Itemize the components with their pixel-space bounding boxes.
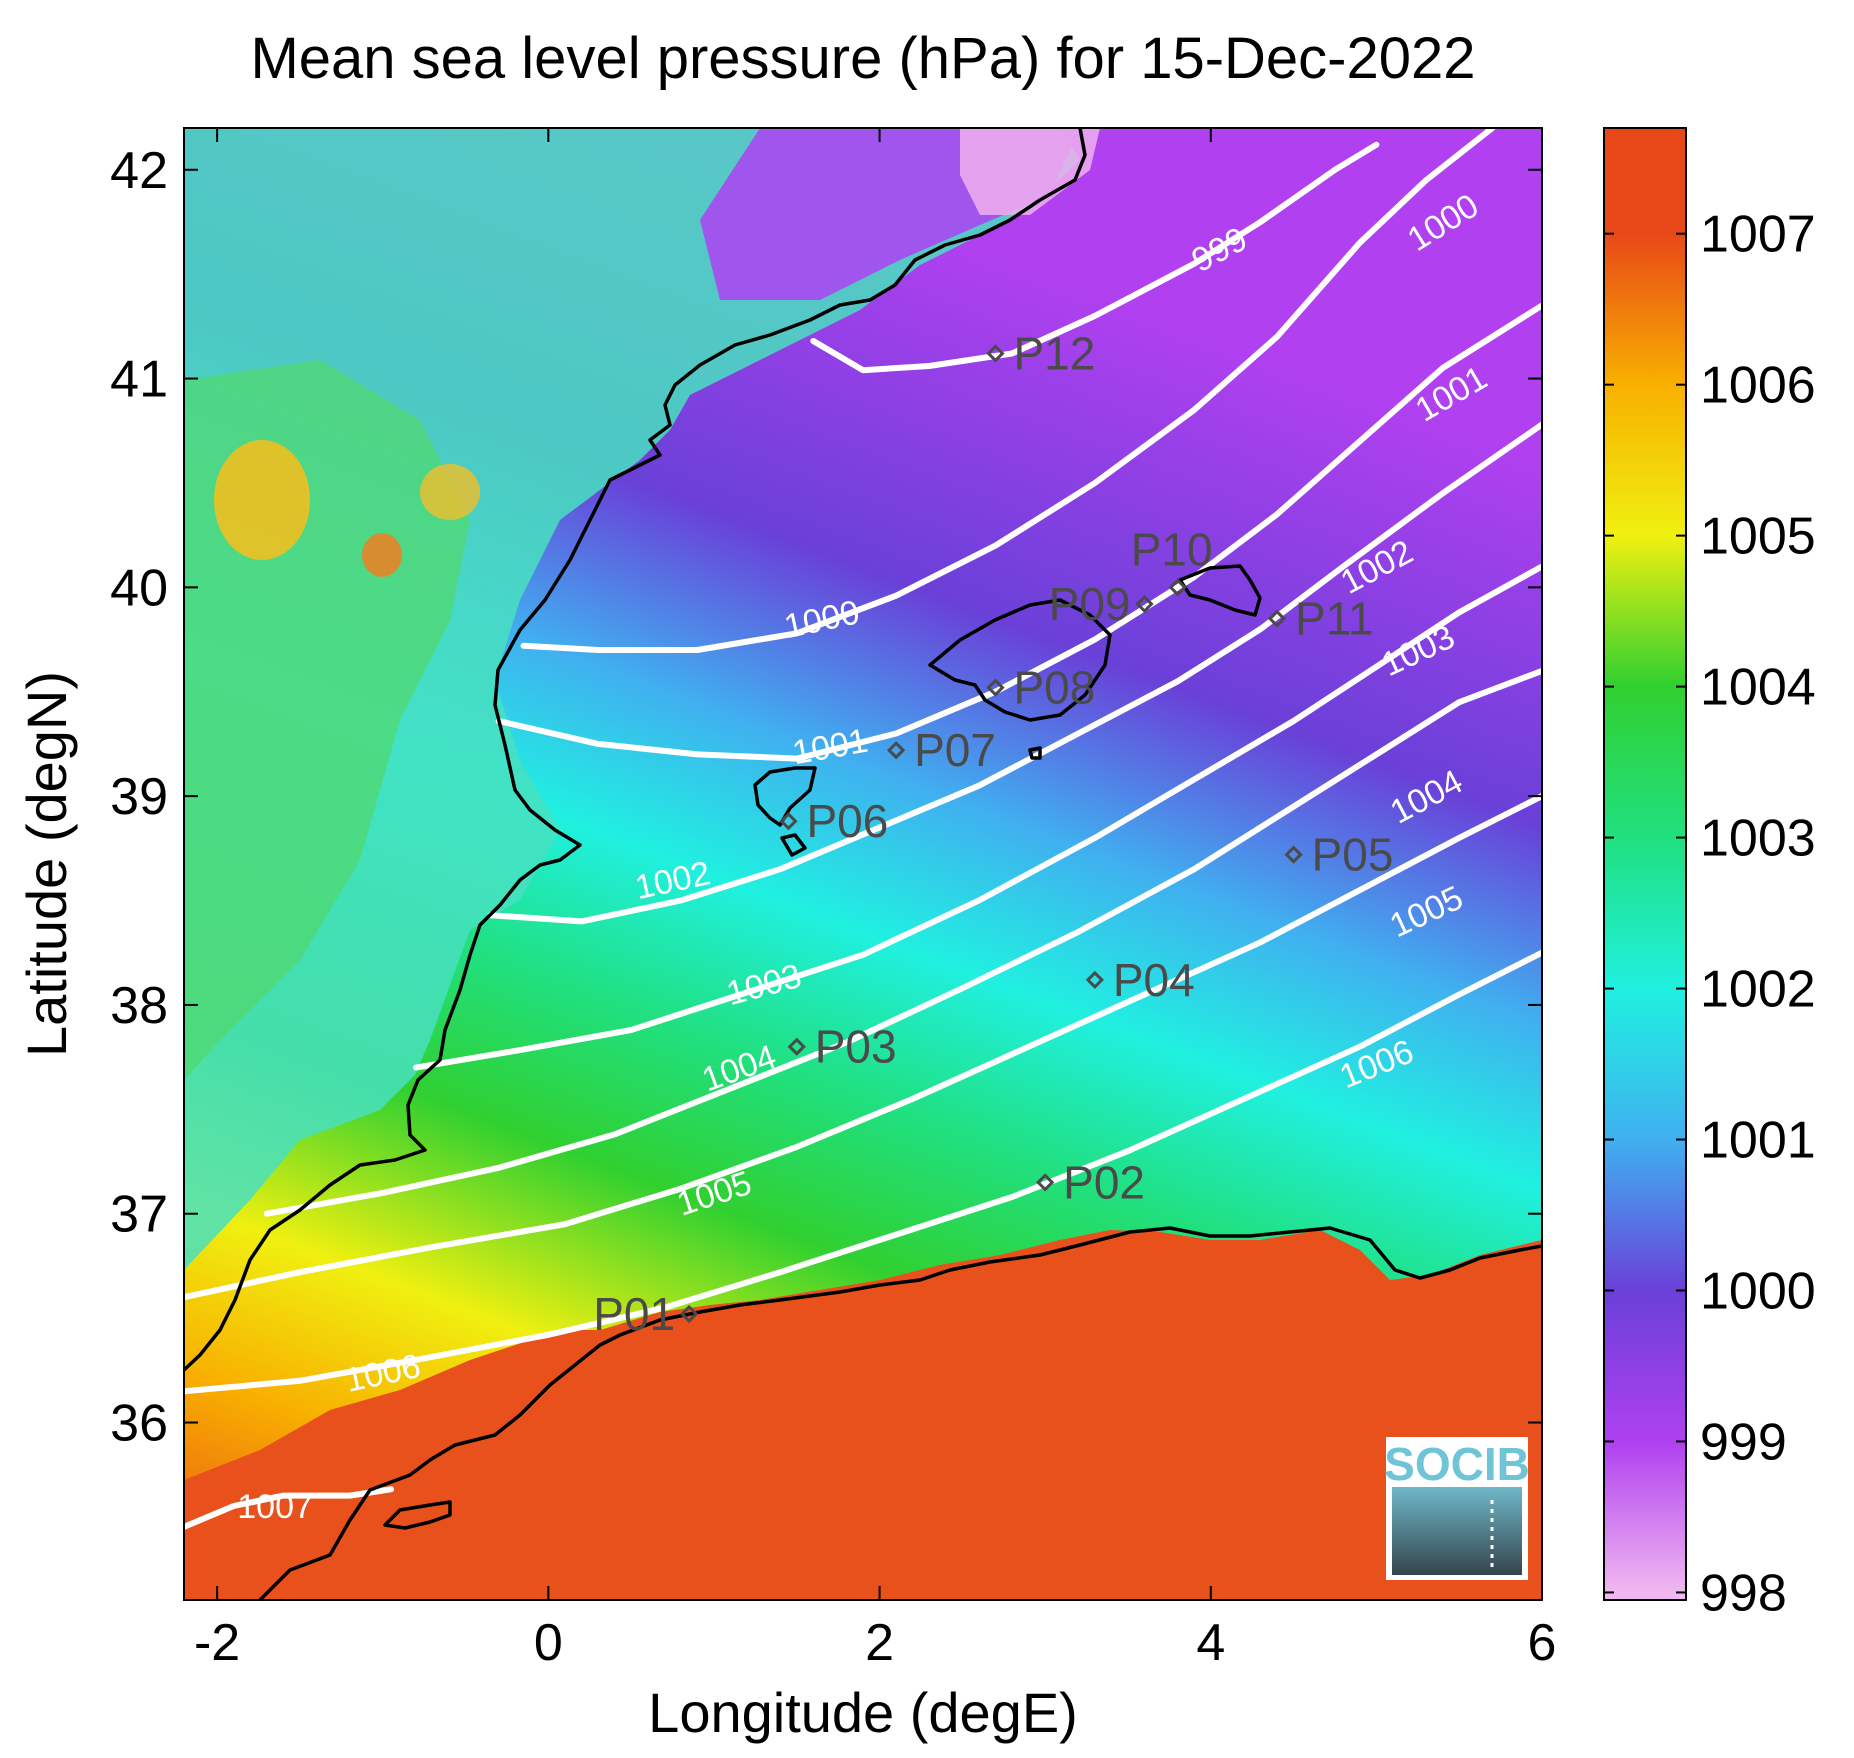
ibiza-coastline (753, 766, 817, 827)
x-axis-label: Longitude (degE) (648, 1681, 1078, 1744)
station-marker (887, 741, 906, 760)
isobar-1000 (520, 128, 1496, 653)
colorbar: 998 999 1000 1001 1002 1003 1004 1005 1006 1007 (1603, 127, 1816, 1622)
station-label: P06 (806, 795, 888, 847)
isobar-1004 (263, 667, 1542, 1217)
isobar-1002 (487, 421, 1542, 925)
station-p07: P07 (887, 724, 996, 776)
station-label: P08 (1013, 662, 1095, 714)
map-frame (183, 127, 1543, 1601)
colorbar-tick-label: 1003 (1700, 810, 1816, 868)
station-label: P07 (914, 724, 996, 776)
isobar-label: 1007 (237, 1488, 313, 1526)
station-p10: P10 (1131, 523, 1213, 597)
logo-text: SOCIB (1384, 1438, 1530, 1490)
station-marker (1135, 594, 1154, 614)
station-marker (679, 1304, 699, 1324)
map-title: Mean sea level pressure (hPa) for 15-Dec… (250, 26, 1475, 91)
colorbar-tick-label: 1006 (1700, 357, 1816, 415)
mallorca-coastline (928, 598, 1112, 722)
station-p11: P11 (1267, 593, 1373, 645)
colorbar-tick-label: 1005 (1700, 508, 1816, 566)
isobar-1006 (184, 949, 1542, 1395)
isobar-1001 (495, 302, 1542, 762)
logo-image (1392, 1487, 1522, 1575)
station-marker (779, 812, 798, 831)
colorbar-scale (1603, 127, 1687, 1601)
iberia-coastline (184, 128, 1087, 1372)
north-pink (960, 128, 1100, 215)
station-marker (1267, 609, 1287, 628)
colorbar-tick-label: 1002 (1700, 961, 1816, 1019)
terrain-high-2 (420, 464, 480, 520)
x-tick-label: 0 (534, 1614, 563, 1672)
y-tick-label: 38 (110, 977, 168, 1035)
station-p09: P09 (1049, 578, 1154, 630)
x-tick-label: 4 (1196, 1614, 1225, 1672)
colorbar-tick-label: 1004 (1700, 659, 1816, 717)
map-area: 9991000100010011001100210021003100310041… (184, 128, 1542, 1600)
station-p02: P02 (1036, 1156, 1145, 1208)
colorbar-tick-label: 1001 (1700, 1112, 1816, 1170)
station-marker (1168, 578, 1187, 597)
station-label: P02 (1063, 1156, 1145, 1208)
colorbar-tick-label: 1007 (1700, 206, 1816, 264)
station-marker (1036, 1173, 1055, 1192)
x-tick-label: 6 (1528, 1614, 1557, 1672)
isobar-1005 (184, 793, 1542, 1301)
africa-coastline (258, 1226, 1542, 1600)
africa-land (184, 1230, 1542, 1600)
socib-logo: SOCIB (1384, 1437, 1530, 1580)
station-marker (1284, 845, 1303, 864)
station-marker (1085, 970, 1104, 990)
station-marker (986, 678, 1005, 697)
cabrera-coastline (1028, 746, 1042, 760)
x-tick-label: -2 (194, 1614, 240, 1672)
coastlines (184, 128, 1542, 1600)
isobar-999 (810, 141, 1380, 374)
station-label: P05 (1312, 829, 1394, 881)
x-tick-label: 2 (865, 1614, 894, 1672)
menorca-coastline (1178, 564, 1262, 617)
station-p08: P08 (986, 662, 1095, 714)
station-label: P04 (1113, 954, 1195, 1006)
alboran-island (383, 1500, 452, 1530)
station-label: P12 (1013, 327, 1095, 379)
station-marker (787, 1037, 806, 1056)
y-tick-label: 41 (110, 351, 168, 409)
y-tick-label: 42 (110, 142, 168, 200)
y-tick-label: 39 (110, 768, 168, 826)
terrain-high-1 (214, 440, 310, 560)
station-p12: P12 (986, 327, 1095, 379)
y-axis-label: Latitude (degN) (15, 671, 78, 1057)
isobar-1007 (184, 1486, 394, 1530)
station-label: P03 (815, 1021, 897, 1073)
colorbar-ticks: 998 999 1000 1001 1002 1003 1004 1005 1006 1007 (1604, 206, 1816, 1622)
y-tick-label: 40 (110, 559, 168, 617)
station-label: P01 (593, 1288, 675, 1340)
terrain-high-3 (362, 533, 402, 577)
colorbar-tick-label: 998 (1700, 1564, 1787, 1622)
colorbar-tick-label: 999 (1700, 1413, 1787, 1471)
station-label: P10 (1131, 523, 1213, 575)
station-marker (986, 344, 1005, 363)
station-label: P11 (1295, 593, 1373, 645)
y-tick-label: 36 (110, 1395, 168, 1453)
y-axis: 36 37 38 39 40 41 42 (110, 142, 1542, 1453)
station-p05: P05 (1284, 829, 1394, 881)
station-label: P09 (1049, 578, 1131, 630)
x-axis: -2 0 2 4 6 (194, 128, 1556, 1672)
station-p03: P03 (787, 1021, 897, 1073)
isobar-1003 (412, 563, 1542, 1071)
colorbar-tick-label: 1000 (1700, 1263, 1816, 1321)
formentera-coastline (780, 833, 807, 857)
station-p04: P04 (1085, 954, 1195, 1006)
y-tick-label: 37 (110, 1186, 168, 1244)
station-p01: P01 (593, 1288, 699, 1340)
station-p06: P06 (779, 795, 888, 847)
